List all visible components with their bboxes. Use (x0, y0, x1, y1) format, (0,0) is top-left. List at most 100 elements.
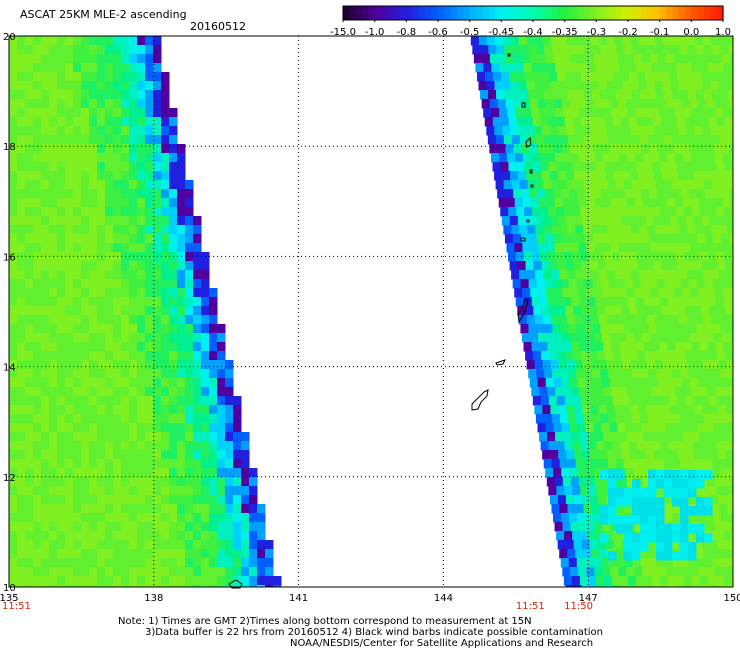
swath-cell (9, 288, 18, 298)
swath-cell (641, 189, 650, 199)
colorbar-segment (501, 6, 509, 20)
swath-cell (49, 180, 58, 190)
swath-cell (41, 414, 50, 424)
swath-cell (89, 423, 98, 433)
swath-cell (662, 36, 672, 46)
swath-cell (579, 297, 589, 307)
swath-cell (621, 351, 630, 361)
colorbar-segment (571, 6, 578, 20)
swath-cell (9, 162, 18, 172)
swath-cell (65, 126, 74, 136)
swath-cell (17, 180, 26, 190)
swath-cell (73, 531, 82, 541)
swath-cell (89, 477, 98, 487)
swath-cell (193, 414, 202, 424)
figure-date: 20160512 (190, 20, 246, 33)
swath-cell (209, 405, 218, 415)
swath-cell (597, 540, 607, 550)
swath-cell (579, 63, 588, 73)
swath-cell (225, 468, 234, 478)
swath-cell (516, 117, 526, 127)
colorbar: -15.0 -1.0 -0.8 -0.6 -0.5 -0.45 -0.4 -0.35 -0.3-… (330, 5, 731, 38)
longitude-label: 147 (579, 593, 598, 604)
swath-cell (672, 470, 681, 480)
swath-cell (113, 576, 122, 586)
swath-cell (578, 153, 588, 163)
swath-cell (129, 216, 138, 226)
swath-cell (632, 234, 642, 244)
swath-cell (555, 108, 564, 118)
swath-cell (81, 153, 90, 163)
swath-cell (65, 270, 74, 280)
swath-cell (705, 333, 715, 343)
swath-cell (169, 441, 178, 451)
swath-cell (675, 576, 685, 586)
swath-cell (548, 252, 557, 262)
swath-cell (630, 360, 640, 370)
swath-cell (568, 558, 578, 568)
swath-cell (586, 567, 595, 577)
swath-cell (522, 153, 532, 163)
swath-cell (726, 126, 733, 136)
swath-cell (121, 63, 130, 73)
swath-cell (193, 351, 202, 361)
swath-cell (57, 513, 66, 523)
swath-cell (41, 63, 50, 73)
colorbar-label: -0.45 (488, 27, 514, 38)
swath-cell (201, 549, 210, 559)
swath-cell (561, 189, 570, 199)
swath-cell (731, 108, 733, 118)
swath-cell (25, 351, 34, 361)
swath-cell (521, 54, 531, 64)
swath-cell (65, 117, 74, 127)
swath-cell (557, 495, 567, 505)
swath-cell (711, 459, 721, 469)
swath-cell (121, 522, 130, 532)
swath-cell (209, 360, 218, 370)
swath-cell (41, 351, 50, 361)
swath-cell (177, 378, 186, 388)
swath-cell (680, 551, 689, 561)
figure-title: ASCAT 25KM MLE-2 ascending (20, 8, 187, 21)
swath-cell (650, 198, 660, 208)
swath-cell (113, 45, 122, 55)
swath-cell (193, 387, 202, 397)
swath-cell (105, 405, 114, 415)
swath-cell (169, 234, 178, 244)
swath-cell (113, 216, 122, 226)
swath-cell (17, 522, 26, 532)
swath-cell (683, 342, 693, 352)
swath-cell (596, 396, 606, 406)
swath-cell (129, 333, 138, 343)
swath-cell (589, 306, 598, 316)
swath-cell (161, 531, 170, 541)
swath-cell (729, 468, 733, 478)
swath-cell (685, 261, 695, 271)
swath-cell (646, 450, 655, 460)
swath-cell (81, 108, 90, 118)
colorbar-segment (533, 6, 540, 20)
swath-cell (89, 315, 98, 325)
swath-cell (641, 99, 651, 109)
swath-cell (73, 432, 82, 442)
swath-cell (688, 542, 697, 552)
swath-cell (9, 378, 18, 388)
swath-cell (113, 504, 122, 514)
swath-cell (33, 297, 42, 307)
swath-cell (525, 351, 534, 361)
swath-cell (563, 63, 572, 73)
swath-cell (530, 288, 539, 298)
swath-cell (696, 524, 705, 534)
swath-cell (577, 423, 586, 433)
swath-cell (731, 297, 733, 307)
swath-cell (49, 459, 58, 469)
swath-cell (121, 135, 130, 145)
swath-cell (556, 486, 565, 496)
swath-cell (49, 477, 58, 487)
swath-cell (9, 144, 18, 154)
swath-cell (97, 297, 106, 307)
swath-cell (538, 288, 547, 298)
swath-cell (592, 45, 601, 55)
swath-cell (508, 252, 517, 262)
swath-cell (623, 414, 633, 424)
